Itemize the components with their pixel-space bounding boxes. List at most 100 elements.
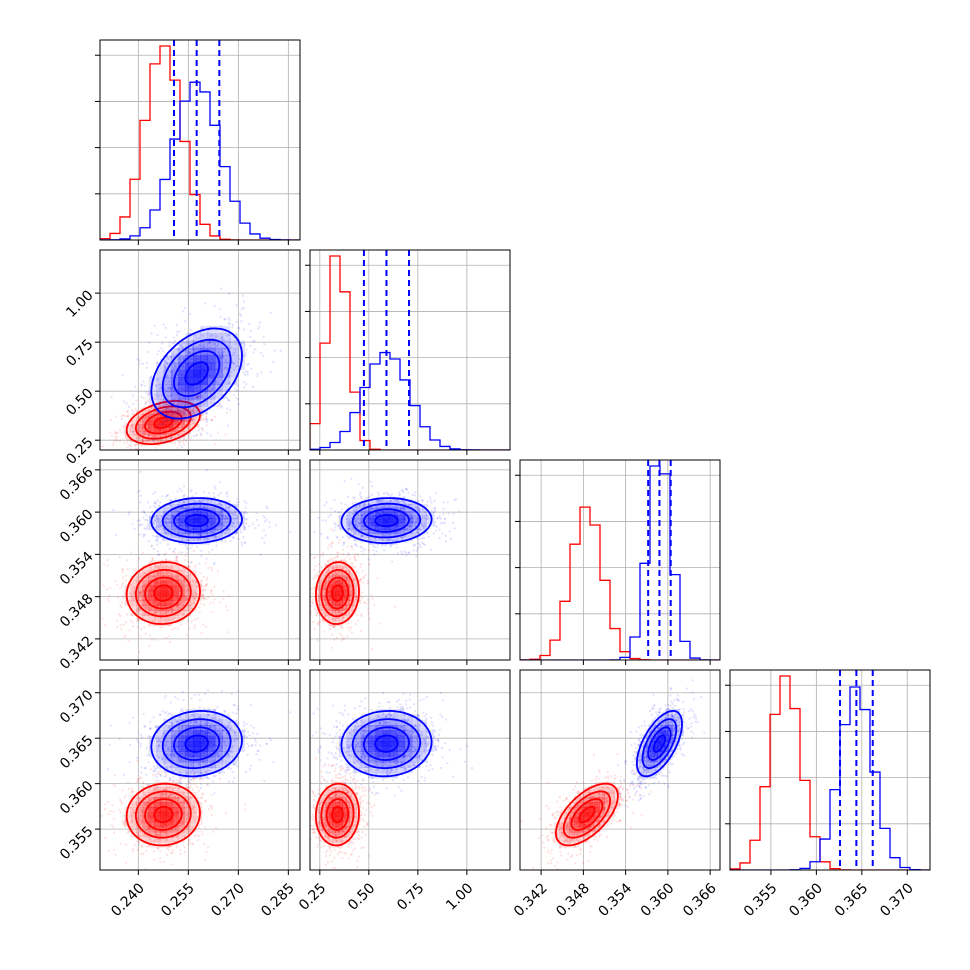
scatter-point (379, 499, 382, 502)
scatter-point (241, 544, 244, 547)
scatter-point (171, 393, 174, 396)
scatter-point (108, 594, 111, 597)
density-bin (142, 431, 149, 436)
density-bin (148, 565, 155, 571)
scatter-point (320, 566, 323, 569)
scatter-point (232, 363, 235, 366)
scatter-point (189, 547, 192, 550)
scatter-point (187, 539, 190, 542)
scatter-point (210, 566, 213, 570)
scatter-point (185, 575, 188, 578)
density-bin (178, 403, 185, 408)
scatter-point (344, 608, 347, 611)
contour-0-0 (153, 584, 174, 602)
scatter-point (417, 532, 420, 535)
scatter-point (242, 306, 245, 309)
scatter-point (408, 551, 411, 554)
scatter-point (202, 506, 205, 509)
scatter-point (175, 558, 178, 561)
scatter-point (123, 441, 126, 444)
scatter-point (162, 511, 165, 514)
scatter-point (413, 533, 416, 537)
scatter-point (175, 508, 178, 511)
scatter-point (377, 491, 380, 494)
panel-frame (99, 249, 301, 451)
density-bin (184, 406, 191, 411)
scatter-point (121, 373, 124, 377)
scatter-point (377, 500, 380, 503)
density-bin (130, 434, 137, 439)
scatter-point (212, 340, 215, 343)
scatter-point (221, 339, 224, 342)
scatter-point (172, 550, 175, 553)
scatter-point (195, 411, 198, 414)
scatter-point (188, 427, 191, 430)
scatter-point (262, 335, 265, 338)
scatter-point (426, 500, 429, 503)
scatter-point (202, 597, 205, 600)
scatter-point (209, 531, 212, 534)
scatter-point (336, 611, 339, 614)
scatter-point (341, 536, 344, 539)
scatter-point (323, 630, 326, 633)
scatter-point (182, 411, 185, 414)
scatter-point (147, 540, 150, 543)
scatter-point (184, 439, 188, 442)
scatter-point (180, 426, 184, 429)
scatter-point (220, 336, 223, 339)
scatter-point (362, 553, 365, 556)
density-bin (178, 399, 186, 407)
scatter-point (156, 543, 159, 546)
density-bin (142, 610, 149, 616)
scatter-point (220, 522, 224, 526)
scatter-point (158, 403, 161, 407)
density-bin (184, 610, 191, 616)
scatter-point (133, 591, 136, 595)
scatter-point (351, 529, 354, 533)
scatter-point (176, 510, 179, 513)
density-bin (136, 600, 143, 606)
scatter-point (197, 429, 200, 432)
scatter-point (132, 454, 134, 456)
scatter-point (154, 526, 158, 529)
scatter-point (106, 597, 109, 600)
scatter-point (199, 419, 202, 422)
scatter-point (185, 403, 188, 406)
scatter-point (337, 541, 340, 544)
scatter-point (190, 620, 194, 623)
scatter-point (179, 606, 182, 609)
scatter-point (240, 308, 244, 311)
scatter-point (141, 421, 144, 424)
scatter-point (175, 559, 178, 562)
scatter-point (138, 430, 141, 433)
scatter-point (155, 566, 158, 569)
scatter-point (188, 313, 192, 316)
scatter-point (183, 597, 186, 601)
scatter-point (157, 394, 160, 397)
scatter-point (166, 616, 169, 619)
scatter-point (130, 440, 133, 443)
scatter-point (368, 509, 371, 512)
scatter-point (178, 440, 181, 444)
scatter-point (199, 504, 202, 508)
scatter-point (143, 527, 146, 530)
scatter-point (238, 327, 241, 330)
scatter-point (438, 516, 441, 519)
scatter-point (147, 408, 150, 412)
scatter-point (140, 384, 143, 387)
density-bin (207, 325, 216, 334)
scatter-point (218, 523, 221, 526)
scatter-point (217, 405, 220, 408)
scatter-point (191, 495, 194, 498)
scatter-point (218, 535, 221, 538)
scatter-point (226, 609, 229, 612)
density-bin (130, 420, 137, 425)
scatter-point (126, 446, 129, 449)
scatter-point (121, 570, 124, 574)
density-bin (190, 410, 197, 415)
scatter-point (201, 396, 204, 399)
scatter-point (161, 404, 164, 407)
scatter-point (368, 549, 371, 552)
scatter-point (354, 501, 357, 504)
scatter-point (198, 610, 201, 613)
